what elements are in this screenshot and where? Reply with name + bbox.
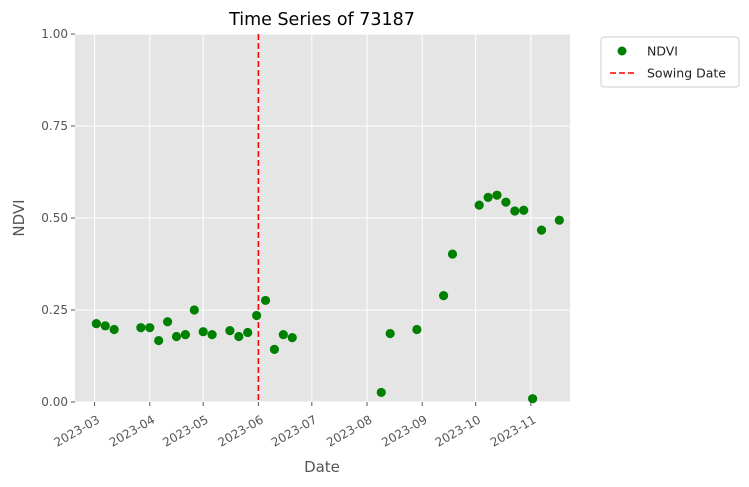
legend-sowing-label: Sowing Date	[647, 66, 726, 81]
ndvi-data-point	[519, 205, 529, 215]
ndvi-data-point	[492, 190, 502, 200]
legend-ndvi-label: NDVI	[647, 44, 678, 59]
ndvi-data-point	[260, 295, 271, 306]
legend-box	[600, 36, 740, 88]
ndvi-data-point	[269, 344, 280, 354]
ndvi-data-point	[412, 324, 422, 335]
ndvi-data-point	[198, 327, 208, 337]
x-axis-label: Date	[304, 458, 340, 476]
ndvi-data-point	[91, 319, 101, 329]
ndvi-points	[91, 190, 564, 404]
y-tick-label: 0.00	[41, 395, 68, 409]
ndvi-data-point	[528, 394, 538, 404]
y-tick-label: 0.25	[41, 303, 68, 317]
chart-title: Time Series of 73187	[228, 10, 415, 30]
ndvi-data-point	[474, 200, 484, 210]
ndvi-data-point	[278, 330, 288, 340]
ndvi-data-point	[385, 328, 395, 339]
ndvi-data-point	[554, 215, 564, 225]
ndvi-data-point	[100, 321, 110, 331]
ndvi-data-point	[243, 327, 253, 338]
ndvi-data-point	[510, 206, 520, 216]
y-axis-ticks: 0.00 0.25 0.50 0.75 1.00	[41, 27, 75, 409]
ndvi-data-point	[225, 326, 235, 336]
grid-lines	[75, 33, 570, 403]
ndvi-data-point	[501, 197, 511, 207]
ndvi-data-point	[438, 291, 449, 301]
ndvi-data-point	[189, 305, 199, 315]
ndvi-data-point	[376, 387, 386, 398]
ndvi-data-point	[447, 249, 458, 259]
y-tick-label: 1.00	[41, 27, 68, 41]
ndvi-data-point	[234, 331, 244, 342]
ndvi-data-point	[287, 333, 297, 343]
ndvi-data-point	[145, 323, 155, 333]
ndvi-data-point	[536, 225, 547, 235]
ndvi-data-point	[207, 330, 217, 340]
ndvi-data-point	[171, 331, 182, 342]
ndvi-data-point	[162, 317, 173, 327]
legend-ndvi-marker	[617, 46, 627, 56]
y-axis-label: NDVI	[10, 199, 28, 236]
ndvi-data-point	[252, 310, 262, 321]
ndvi-data-point	[483, 192, 493, 202]
y-tick-label: 0.75	[41, 119, 68, 133]
ndvi-data-point	[109, 324, 119, 335]
ndvi-data-point	[180, 330, 190, 340]
ndvi-data-point	[154, 335, 164, 346]
legend: NDVI Sowing Date	[600, 36, 740, 88]
y-tick-label: 0.50	[41, 211, 68, 225]
ndvi-data-point	[136, 323, 146, 333]
